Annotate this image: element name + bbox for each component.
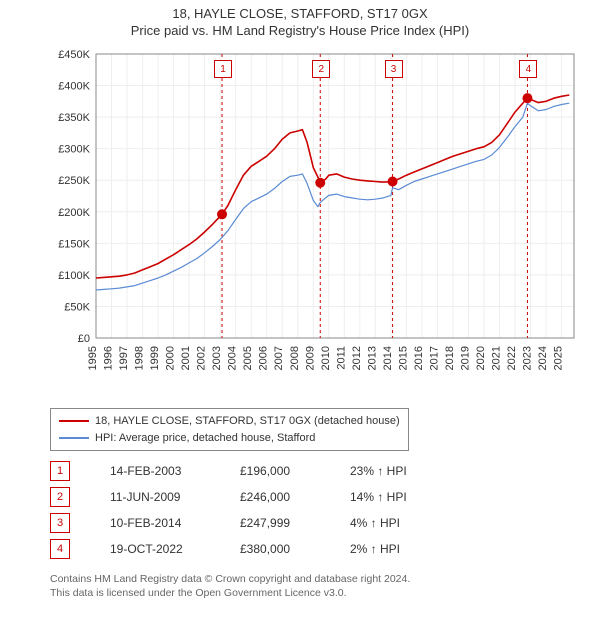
svg-text:£400K: £400K (58, 81, 90, 93)
sale-date: 19-OCT-2022 (110, 542, 240, 556)
svg-text:2001: 2001 (180, 346, 192, 370)
sale-date: 14-FEB-2003 (110, 464, 240, 478)
sale-marker-num: 3 (50, 513, 70, 533)
svg-text:£100K: £100K (58, 270, 90, 282)
sale-row: 2 11-JUN-2009£246,00014% ↑ HPI (50, 484, 470, 510)
sales-table: 1 14-FEB-2003£196,00023% ↑ HPI 2 11-JUN-200… (50, 458, 470, 562)
sale-date: 11-JUN-2009 (110, 490, 240, 504)
legend-item-hpi: HPI: Average price, detached house, Staf… (59, 430, 400, 447)
chart-marker-label: 2 (312, 60, 330, 78)
legend-item-subject: 18, HAYLE CLOSE, STAFFORD, ST17 0GX (det… (59, 413, 400, 430)
svg-text:£250K: £250K (58, 175, 90, 187)
svg-text:£0: £0 (78, 333, 90, 345)
svg-text:2006: 2006 (258, 346, 270, 370)
svg-text:2005: 2005 (242, 346, 254, 370)
sale-price: £196,000 (240, 464, 350, 478)
svg-text:1999: 1999 (149, 346, 161, 370)
svg-text:£50K: £50K (64, 301, 90, 313)
sale-marker-num: 1 (50, 461, 70, 481)
svg-text:2000: 2000 (165, 346, 177, 370)
legend-label-subject: 18, HAYLE CLOSE, STAFFORD, ST17 0GX (det… (95, 413, 400, 430)
svg-text:2011: 2011 (335, 346, 347, 370)
svg-text:2025: 2025 (553, 346, 565, 370)
price-chart: £0 £50K £100K £150K £200K £250K £300K £350K £400… (50, 50, 580, 380)
svg-text:2004: 2004 (227, 346, 239, 370)
svg-text:2009: 2009 (304, 346, 316, 370)
svg-text:£200K: £200K (58, 207, 90, 219)
svg-text:2003: 2003 (211, 346, 223, 370)
svg-text:2017: 2017 (428, 346, 440, 370)
svg-text:2023: 2023 (522, 346, 534, 370)
legend-swatch-hpi (59, 437, 89, 439)
svg-text:£150K: £150K (58, 238, 90, 250)
svg-text:2018: 2018 (444, 346, 456, 370)
svg-text:2014: 2014 (382, 346, 394, 370)
svg-text:2002: 2002 (196, 346, 208, 370)
svg-text:1995: 1995 (87, 346, 99, 370)
sale-diff: 23% ↑ HPI (350, 464, 470, 478)
sale-diff: 14% ↑ HPI (350, 490, 470, 504)
footer-line2: This data is licensed under the Open Gov… (50, 586, 410, 600)
svg-text:1997: 1997 (118, 346, 130, 370)
svg-text:2020: 2020 (475, 346, 487, 370)
svg-text:2007: 2007 (273, 346, 285, 370)
svg-text:£300K: £300K (58, 144, 90, 156)
svg-text:2010: 2010 (320, 346, 332, 370)
chart-marker-label: 3 (385, 60, 403, 78)
legend-swatch-subject (59, 420, 89, 422)
legend: 18, HAYLE CLOSE, STAFFORD, ST17 0GX (det… (50, 408, 409, 451)
sale-marker-num: 4 (50, 539, 70, 559)
svg-text:2016: 2016 (413, 346, 425, 370)
svg-text:2022: 2022 (506, 346, 518, 370)
title-subtitle: Price paid vs. HM Land Registry's House … (0, 23, 600, 38)
sale-marker-num: 2 (50, 487, 70, 507)
svg-text:2008: 2008 (289, 346, 301, 370)
svg-text:2021: 2021 (491, 346, 503, 370)
title-address: 18, HAYLE CLOSE, STAFFORD, ST17 0GX (0, 6, 600, 21)
sale-diff: 2% ↑ HPI (350, 542, 470, 556)
svg-text:1998: 1998 (134, 346, 146, 370)
sale-date: 10-FEB-2014 (110, 516, 240, 530)
sale-row: 1 14-FEB-2003£196,00023% ↑ HPI (50, 458, 470, 484)
svg-text:2013: 2013 (366, 346, 378, 370)
sale-diff: 4% ↑ HPI (350, 516, 470, 530)
svg-text:1996: 1996 (103, 346, 115, 370)
svg-text:2015: 2015 (397, 346, 409, 370)
svg-text:2024: 2024 (537, 346, 549, 370)
sale-row: 4 19-OCT-2022£380,0002% ↑ HPI (50, 536, 470, 562)
legend-label-hpi: HPI: Average price, detached house, Staf… (95, 430, 315, 447)
svg-text:£350K: £350K (58, 112, 90, 124)
chart-marker-label: 4 (519, 60, 537, 78)
svg-text:2019: 2019 (459, 346, 471, 370)
svg-text:£450K: £450K (58, 50, 90, 61)
sale-price: £247,999 (240, 516, 350, 530)
chart-marker-label: 1 (214, 60, 232, 78)
sale-price: £246,000 (240, 490, 350, 504)
sale-price: £380,000 (240, 542, 350, 556)
footer-attribution: Contains HM Land Registry data © Crown c… (50, 572, 410, 600)
sale-row: 3 10-FEB-2014£247,9994% ↑ HPI (50, 510, 470, 536)
svg-text:2012: 2012 (351, 346, 363, 370)
footer-line1: Contains HM Land Registry data © Crown c… (50, 572, 410, 586)
